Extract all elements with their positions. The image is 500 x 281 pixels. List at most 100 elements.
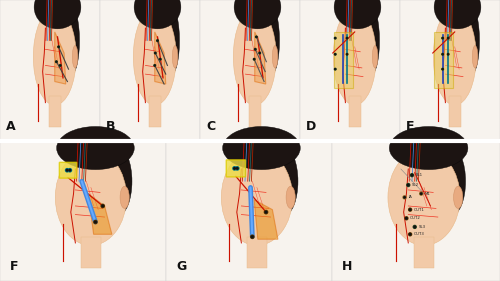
Ellipse shape bbox=[388, 149, 460, 245]
Circle shape bbox=[346, 37, 348, 39]
Circle shape bbox=[408, 208, 412, 211]
Circle shape bbox=[403, 196, 406, 199]
Ellipse shape bbox=[463, 6, 479, 75]
Bar bbox=[166, 141, 332, 281]
Ellipse shape bbox=[72, 46, 78, 68]
Circle shape bbox=[334, 68, 336, 70]
Circle shape bbox=[335, 69, 336, 70]
Circle shape bbox=[234, 167, 235, 169]
Text: OUT2: OUT2 bbox=[410, 216, 421, 220]
Text: H: H bbox=[342, 260, 352, 273]
Ellipse shape bbox=[372, 46, 378, 68]
Ellipse shape bbox=[438, 148, 466, 215]
Polygon shape bbox=[155, 32, 166, 84]
Circle shape bbox=[420, 193, 422, 194]
Circle shape bbox=[60, 65, 61, 66]
Circle shape bbox=[256, 36, 257, 38]
Bar bbox=[81, 237, 101, 268]
Text: OUT3: OUT3 bbox=[414, 232, 424, 236]
Circle shape bbox=[442, 37, 444, 39]
Circle shape bbox=[334, 53, 336, 55]
FancyBboxPatch shape bbox=[226, 160, 246, 177]
Circle shape bbox=[236, 167, 238, 169]
Circle shape bbox=[335, 54, 336, 55]
Text: SL2: SL2 bbox=[412, 183, 419, 187]
Circle shape bbox=[58, 46, 59, 47]
Circle shape bbox=[404, 197, 406, 198]
Circle shape bbox=[334, 37, 336, 39]
Circle shape bbox=[410, 234, 411, 235]
Bar bbox=[247, 237, 267, 268]
Ellipse shape bbox=[286, 186, 295, 209]
Circle shape bbox=[255, 49, 256, 50]
Polygon shape bbox=[55, 32, 66, 84]
Bar bbox=[300, 0, 400, 141]
Circle shape bbox=[56, 61, 57, 63]
Bar bbox=[200, 0, 300, 141]
Bar bbox=[332, 141, 500, 281]
Bar bbox=[334, 32, 353, 88]
Ellipse shape bbox=[56, 126, 134, 170]
Text: D: D bbox=[306, 119, 316, 133]
Circle shape bbox=[254, 48, 256, 50]
Circle shape bbox=[254, 58, 255, 60]
Ellipse shape bbox=[234, 8, 276, 105]
Bar bbox=[248, 96, 261, 128]
Ellipse shape bbox=[454, 186, 463, 209]
Circle shape bbox=[157, 40, 158, 41]
Circle shape bbox=[58, 46, 59, 48]
Ellipse shape bbox=[34, 0, 81, 29]
Circle shape bbox=[448, 53, 449, 55]
Circle shape bbox=[264, 210, 268, 214]
Bar bbox=[348, 96, 361, 128]
Circle shape bbox=[442, 69, 443, 70]
Circle shape bbox=[250, 235, 254, 238]
Circle shape bbox=[407, 183, 410, 187]
Text: OUT1: OUT1 bbox=[414, 208, 424, 212]
Ellipse shape bbox=[272, 46, 278, 68]
Text: M1: M1 bbox=[425, 192, 431, 196]
Circle shape bbox=[154, 52, 156, 54]
Circle shape bbox=[101, 204, 104, 208]
Ellipse shape bbox=[134, 0, 181, 29]
Ellipse shape bbox=[334, 8, 376, 105]
Ellipse shape bbox=[63, 6, 80, 75]
Circle shape bbox=[160, 58, 161, 60]
FancyBboxPatch shape bbox=[60, 162, 77, 178]
Circle shape bbox=[102, 205, 104, 207]
Text: G: G bbox=[176, 260, 186, 273]
Circle shape bbox=[408, 233, 412, 236]
Circle shape bbox=[442, 53, 444, 55]
Circle shape bbox=[346, 53, 348, 55]
Circle shape bbox=[448, 37, 449, 39]
Circle shape bbox=[408, 184, 409, 186]
Bar bbox=[0, 141, 166, 281]
Circle shape bbox=[66, 169, 69, 172]
Circle shape bbox=[156, 40, 158, 41]
Ellipse shape bbox=[234, 0, 281, 29]
Circle shape bbox=[406, 217, 407, 219]
Circle shape bbox=[265, 211, 267, 213]
Text: C: C bbox=[206, 119, 215, 133]
Text: E: E bbox=[406, 119, 414, 133]
Ellipse shape bbox=[104, 148, 132, 215]
Circle shape bbox=[410, 174, 414, 177]
Ellipse shape bbox=[134, 8, 176, 105]
Bar bbox=[148, 96, 161, 128]
Circle shape bbox=[259, 52, 260, 54]
Polygon shape bbox=[254, 200, 278, 239]
Circle shape bbox=[154, 65, 156, 66]
Text: A: A bbox=[6, 119, 16, 133]
Circle shape bbox=[411, 175, 412, 176]
Bar bbox=[400, 0, 500, 141]
Ellipse shape bbox=[120, 186, 129, 209]
Bar bbox=[414, 237, 434, 268]
Circle shape bbox=[346, 54, 348, 55]
Ellipse shape bbox=[222, 149, 292, 245]
Circle shape bbox=[68, 169, 71, 172]
Circle shape bbox=[236, 167, 239, 170]
Circle shape bbox=[442, 54, 443, 55]
Circle shape bbox=[154, 65, 155, 66]
Ellipse shape bbox=[263, 6, 280, 75]
Text: SL1: SL1 bbox=[416, 173, 423, 177]
